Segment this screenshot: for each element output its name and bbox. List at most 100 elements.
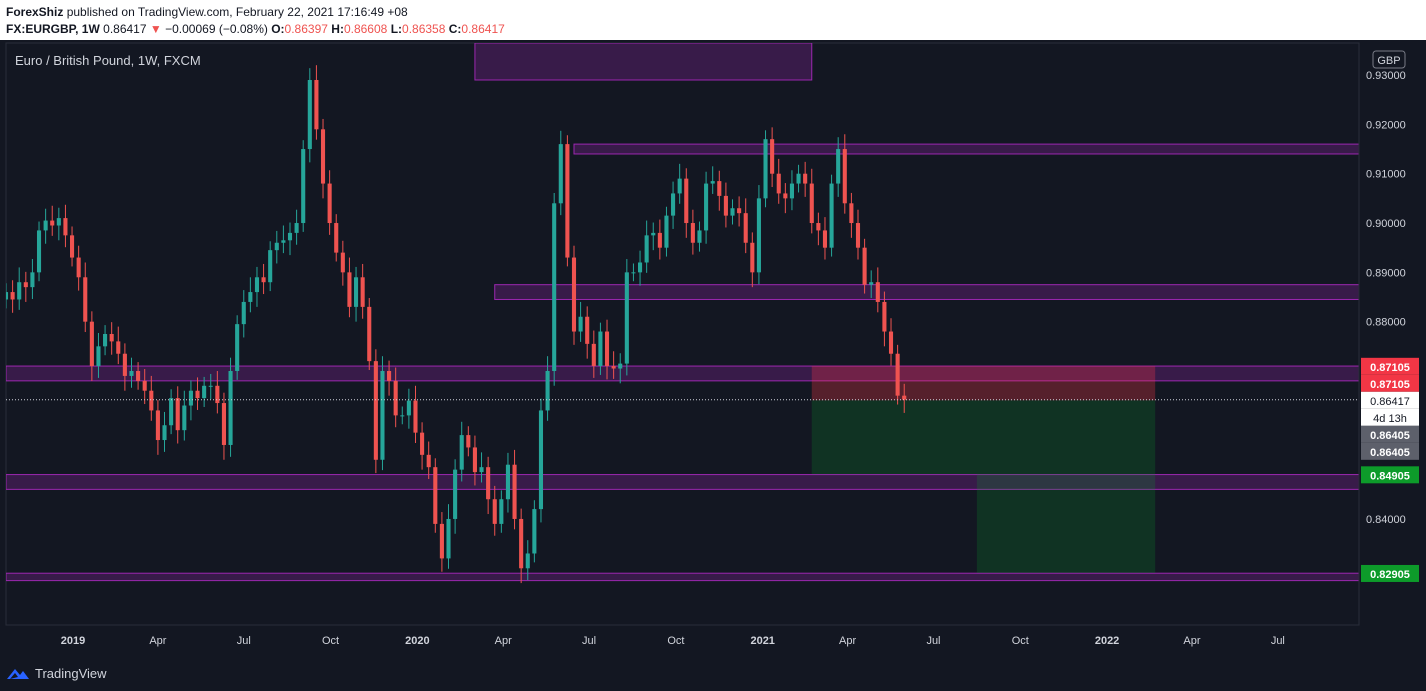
candle-up xyxy=(763,139,768,199)
candle-down xyxy=(340,252,345,273)
price-label-text: 0.86405 xyxy=(1370,447,1410,459)
candle-down xyxy=(604,331,610,367)
candle-up xyxy=(241,301,246,325)
candle-down xyxy=(373,361,378,460)
price-axis[interactable] xyxy=(1359,43,1426,625)
candle-down xyxy=(882,301,887,332)
candle-up xyxy=(505,464,510,500)
candle-up xyxy=(697,230,702,243)
candle-down xyxy=(512,464,517,519)
tradingview-logo-icon xyxy=(7,669,29,679)
candle-down xyxy=(737,208,742,214)
x-tick-label: Jul xyxy=(582,635,596,647)
price-label-box xyxy=(1361,564,1419,582)
candle-down xyxy=(723,195,728,216)
candle-up xyxy=(248,292,253,302)
candle-up xyxy=(188,390,193,406)
candle-down xyxy=(413,400,418,433)
candle-up xyxy=(710,181,715,184)
candle-up xyxy=(756,198,761,273)
candle-up xyxy=(459,435,464,470)
candle-up xyxy=(525,553,530,569)
candle-up xyxy=(307,79,312,150)
candle-down xyxy=(571,257,577,332)
price-label-box xyxy=(1361,442,1419,460)
x-tick-label: Apr xyxy=(495,635,512,647)
candle-up xyxy=(552,203,557,371)
candle-up xyxy=(538,410,544,510)
candle-down xyxy=(770,139,775,174)
author-name[interactable]: ForexShiz xyxy=(6,5,64,19)
candle-up xyxy=(578,316,583,332)
candle-down xyxy=(63,218,68,236)
candle-up xyxy=(644,235,649,263)
time-axis[interactable] xyxy=(6,625,1359,655)
candle-down xyxy=(314,79,319,130)
candle-up xyxy=(704,183,709,231)
candle-down xyxy=(472,447,477,473)
tradingview-logo[interactable]: TradingView xyxy=(6,662,107,684)
x-tick-labels: 2019 Apr Jul Oct 2020 Apr Jul Oct 2021 Apr Jul Oct 2… xyxy=(61,635,1285,647)
currency-badge[interactable] xyxy=(1372,50,1406,69)
candle-up xyxy=(730,208,735,216)
candle-down xyxy=(426,454,431,468)
plot-area[interactable] xyxy=(5,42,1360,626)
y-tick-label: 0.88000 xyxy=(1366,317,1406,329)
candle-up xyxy=(268,250,273,283)
candle-up xyxy=(631,272,636,274)
high-label: H: xyxy=(331,22,344,36)
candle-up xyxy=(453,469,458,519)
candle-up xyxy=(446,518,451,559)
take-profit-zone-2 xyxy=(976,474,1156,573)
zone-rect xyxy=(474,43,813,81)
candle-down xyxy=(750,242,755,273)
candle-up xyxy=(301,149,306,224)
publish-info: ForexShiz published on TradingView.com, … xyxy=(6,5,408,19)
zones-layer xyxy=(6,43,1359,582)
high-value: 0.86608 xyxy=(343,22,388,36)
candle-down xyxy=(492,499,497,524)
price-label-box xyxy=(1361,408,1419,426)
y-tick-label: 0.93000 xyxy=(1366,70,1406,82)
candle-up xyxy=(30,272,35,288)
candle-down xyxy=(360,277,365,307)
y-tick-label: 0.92000 xyxy=(1366,119,1406,131)
candle-up xyxy=(274,242,279,251)
candle-down xyxy=(433,467,438,524)
candle-down xyxy=(109,334,114,342)
close-value: 0.86417 xyxy=(461,22,505,36)
zone-rect xyxy=(6,474,1359,490)
candle-down xyxy=(565,144,570,258)
x-tick-label: Oct xyxy=(667,635,684,647)
candle-up xyxy=(353,277,359,307)
candle-down xyxy=(822,230,828,248)
candle-up xyxy=(254,277,260,293)
price-label-text: 0.84905 xyxy=(1370,470,1410,482)
candle-down xyxy=(215,385,220,404)
candle-up xyxy=(479,467,484,473)
price-label-text: 0.87105 xyxy=(1370,362,1410,374)
footer-brand-text: TradingView xyxy=(35,665,107,681)
candle-down xyxy=(519,518,524,569)
candle-down xyxy=(591,343,596,367)
price-label-box xyxy=(1361,357,1419,375)
candle-up xyxy=(624,272,629,364)
candle-up xyxy=(836,149,841,184)
zone-rect xyxy=(573,143,1359,155)
symbol-label: FX:EURGBP, 1W xyxy=(6,22,100,36)
candle-up xyxy=(17,282,22,300)
candle-down xyxy=(849,203,854,224)
candle-down xyxy=(175,398,180,431)
zone-rect xyxy=(494,284,1359,300)
price-label-text: 4d 13h xyxy=(1373,413,1407,425)
candle-up xyxy=(36,230,42,273)
candle-up xyxy=(671,193,676,216)
candle-down xyxy=(486,467,491,500)
low-label: L: xyxy=(390,22,403,36)
price-label-box xyxy=(1361,374,1419,392)
candle-up xyxy=(598,331,603,367)
currency-label: GBP xyxy=(1377,55,1400,67)
publish-header: ForexShiz published on TradingView.com, … xyxy=(0,0,1426,40)
open-value: 0.86397 xyxy=(284,22,328,36)
